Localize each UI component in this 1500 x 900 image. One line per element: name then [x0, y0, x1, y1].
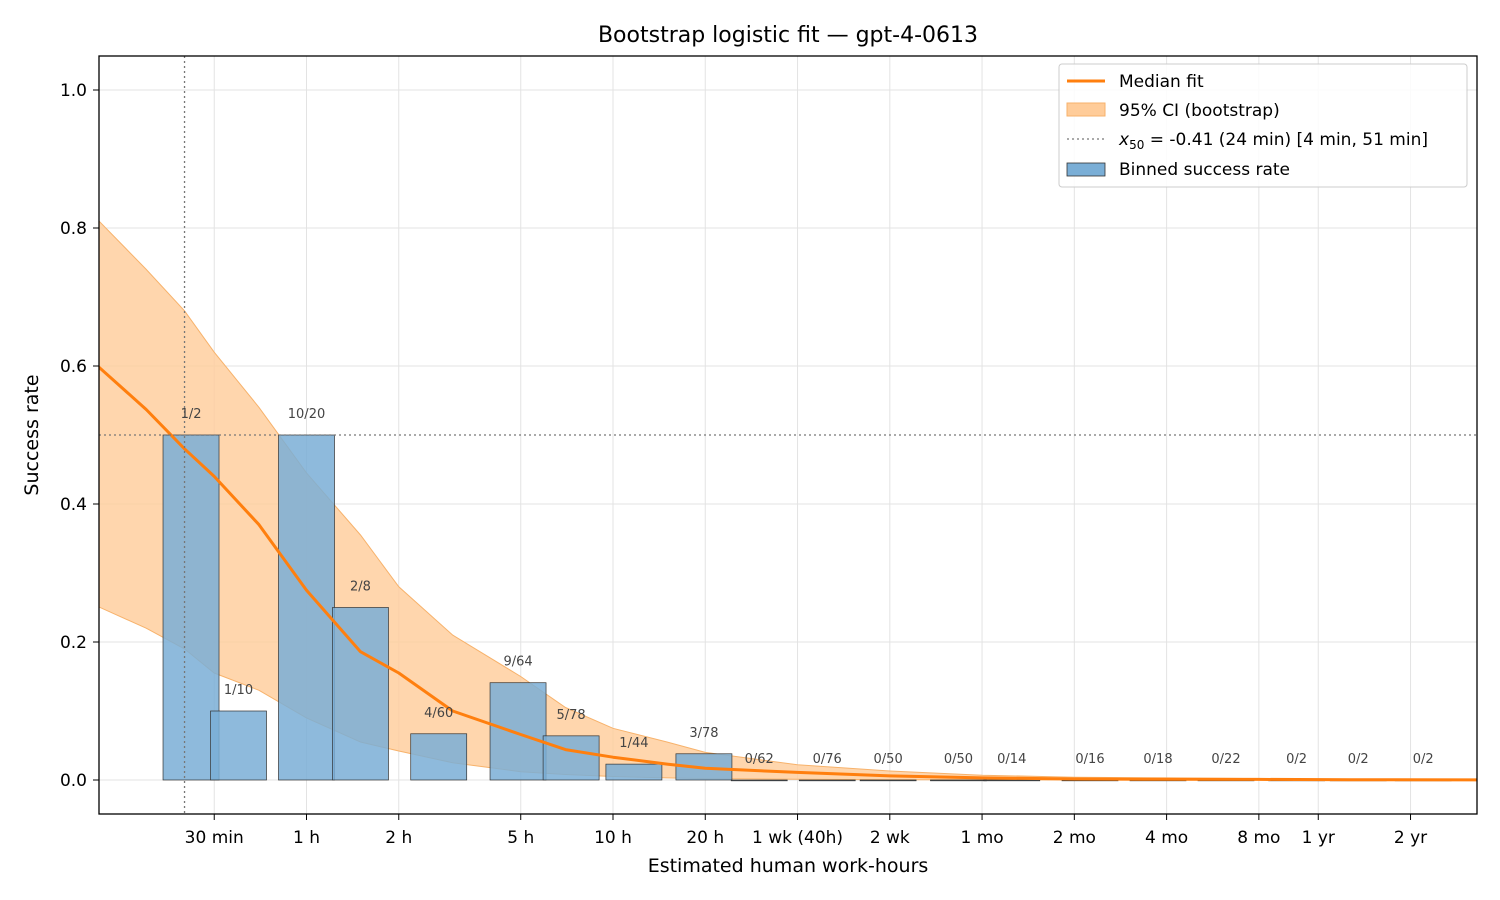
bin-bar	[489, 682, 547, 781]
bin-bar	[859, 779, 917, 782]
x-tick-label: 20 h	[686, 828, 724, 848]
bin-count-label: 9/64	[503, 655, 532, 670]
y-tick-label: 0.0	[60, 771, 87, 791]
bin-count-label: 10/20	[288, 407, 325, 422]
bin-count-label: 0/16	[1075, 752, 1104, 767]
plot-frame	[98, 55, 1478, 815]
bin-bar	[278, 434, 335, 781]
bin-count-label: 1/10	[224, 683, 253, 698]
bin-bar	[162, 434, 220, 781]
bin-count-label: 0/22	[1211, 752, 1240, 767]
bin-bar	[542, 735, 600, 781]
ref-layer	[99, 56, 1477, 814]
x-tick-label: 30 min	[185, 828, 244, 848]
y-tick-label: 0.8	[60, 219, 87, 239]
bin-count-label: 1/44	[619, 736, 648, 751]
y-tick-label: 1.0	[60, 81, 87, 101]
legend: Median fit 95% CI (bootstrap) x50 = -0.4…	[1058, 63, 1468, 188]
legend-x50-label: x50 = -0.41 (24 min) [4 min, 51 min]	[1118, 130, 1428, 152]
y-tick-label: 0.2	[60, 633, 87, 653]
bin-count-label: 3/78	[689, 726, 718, 741]
y-tick-label: 0.4	[60, 495, 87, 515]
bin-bar	[930, 779, 987, 782]
bin-count-label: 0/62	[745, 752, 774, 767]
bin-count-label: 0/76	[813, 752, 842, 767]
legend-bins-label: Binned success rate	[1119, 160, 1290, 180]
legend-box	[1058, 63, 1468, 188]
bin-count-label: 1/2	[181, 407, 202, 422]
legend-median-label: Median fit	[1119, 72, 1204, 92]
x-tick-label: 2 wk	[870, 828, 910, 848]
x-tick-label: 2 yr	[1394, 828, 1427, 848]
bin-count-label: 4/60	[424, 706, 453, 721]
bin-count-label: 0/2	[1348, 752, 1369, 767]
bar-layer	[162, 434, 1452, 782]
bin-bar	[605, 763, 663, 781]
x-tick-label: 5 h	[507, 828, 534, 848]
x-tick-label: 8 mo	[1237, 828, 1280, 848]
bin-bar	[332, 607, 389, 781]
bin-bar	[983, 779, 1041, 782]
x-tick-label: 1 yr	[1302, 828, 1335, 848]
x-axis-ticks: 30 min 1 h 2 h 5 h 10 h 20 h 1 wk (40h) 2 wk 1 m…	[185, 814, 1427, 848]
bin-bar	[210, 710, 267, 781]
bin-count-label: 5/78	[557, 708, 586, 723]
bin-count-label: 0/2	[1413, 752, 1434, 767]
y-axis-label: Success rate	[21, 374, 43, 495]
legend-bins-swatch	[1066, 162, 1106, 177]
bin-count-label: 0/50	[874, 752, 903, 767]
chart-title: Bootstrap logistic fit — gpt-4-0613	[598, 23, 978, 48]
x-tick-label: 1 wk (40h)	[752, 828, 843, 848]
plot-area: 1/2 1/10 10/20 2/8 4/60 9/64 5/78 1/44 3/78 0/62 0…	[99, 56, 1477, 814]
bin-count-label: 2/8	[350, 580, 371, 595]
bin-bar	[798, 779, 856, 782]
bin-count-label: 0/14	[997, 752, 1026, 767]
x-tick-label: 2 h	[385, 828, 412, 848]
bin-count-label: 0/2	[1286, 752, 1307, 767]
bin-bar	[410, 733, 468, 781]
x-tick-label: 4 mo	[1145, 828, 1188, 848]
median-fit-line	[99, 365, 1477, 782]
bin-count-label: 0/18	[1143, 752, 1172, 767]
y-tick-label: 0.6	[60, 357, 87, 377]
x-tick-label: 10 h	[594, 828, 632, 848]
x-tick-label: 2 mo	[1053, 828, 1096, 848]
legend-ci-swatch	[1066, 102, 1106, 117]
y-axis-ticks: 0.0 0.2 0.4 0.6 0.8 1.0	[60, 81, 99, 791]
x-axis-label: Estimated human work-hours	[648, 855, 929, 877]
x-tick-label: 1 mo	[960, 828, 1003, 848]
count-layer: 1/2 1/10 10/20 2/8 4/60 9/64 5/78 1/44 3/78 0/62 0…	[181, 407, 1434, 767]
line-layer	[99, 365, 1477, 782]
legend-ci-label: 95% CI (bootstrap)	[1119, 101, 1280, 121]
bin-count-label: 0/50	[944, 752, 973, 767]
bin-bar	[730, 779, 788, 782]
x-tick-label: 1 h	[293, 828, 320, 848]
